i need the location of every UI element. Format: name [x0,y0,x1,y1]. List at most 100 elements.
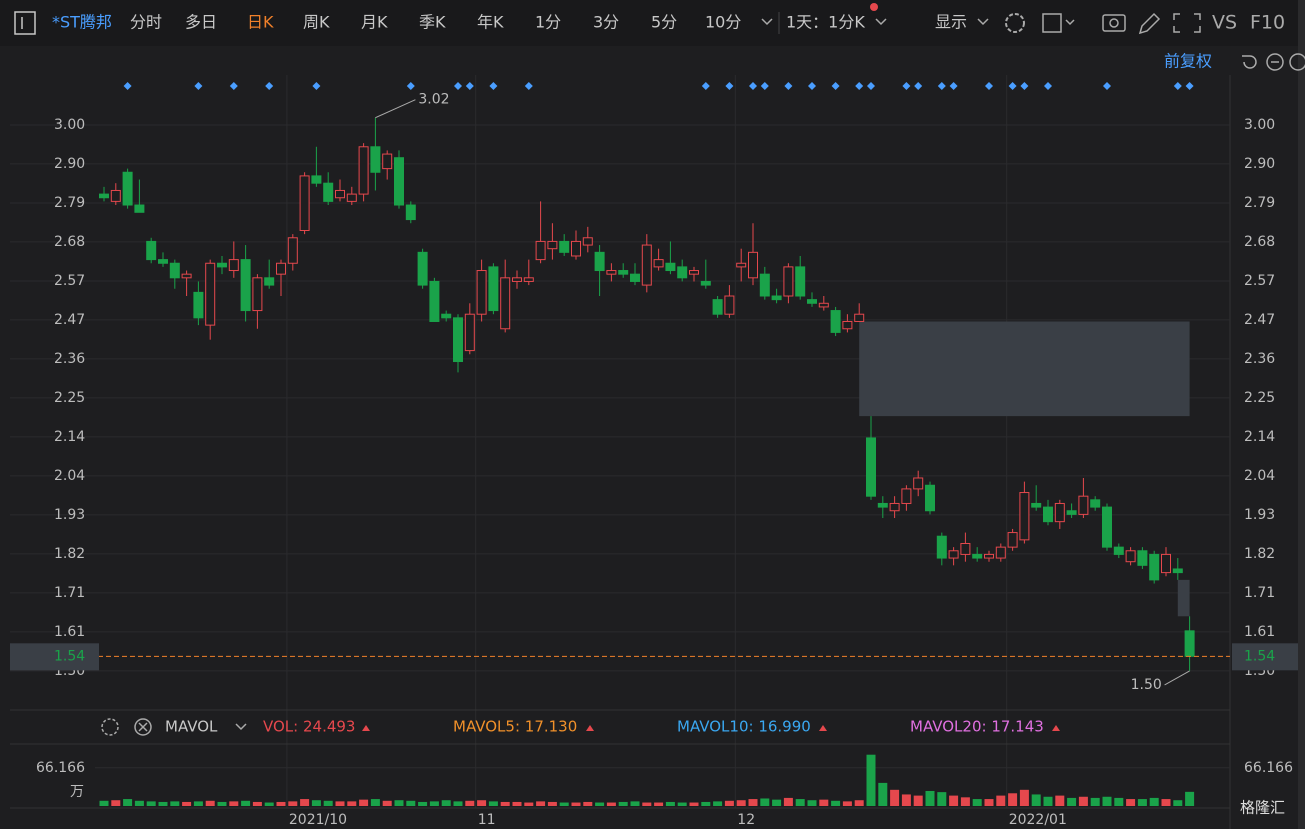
tab[interactable]: 1分 [535,13,561,32]
volume-bar [595,802,605,806]
volume-bar [1173,800,1183,806]
volume-bar [370,799,380,806]
display-menu[interactable]: 显示 [935,13,967,32]
last-price-box [10,643,99,671]
dropdown-arrow[interactable] [977,18,989,26]
candle-body [1066,510,1077,515]
candle-body [877,502,888,508]
volume-bar [111,800,121,806]
volume-bar [654,802,664,806]
candle-body [441,313,452,319]
candle-body [559,240,570,253]
volume-bar [854,800,864,806]
volume-bar [1008,793,1018,806]
sidebar-toggle[interactable] [14,11,36,35]
ma10-legend: MAVOL10: 16.990 [677,718,811,736]
dropdown-arrow[interactable] [875,18,887,26]
volume-bar [1149,797,1159,806]
event-marker [312,82,321,90]
tab[interactable]: 5分 [651,13,677,32]
candle-body [1019,492,1030,541]
volume-bar [996,795,1006,806]
annotation: 3.02 [418,92,449,108]
draw-icon[interactable] [1138,12,1161,35]
tab[interactable]: 月K [361,13,388,32]
volume-bar [323,800,333,806]
candle-body [641,244,652,286]
vs-button[interactable]: VS [1212,12,1237,34]
volume-bar [170,801,180,806]
candle-body [972,553,983,559]
volume-bar [760,798,770,806]
candle-body [228,259,239,272]
tab[interactable]: 10分 [705,13,741,32]
tab[interactable]: 多日 [185,13,217,32]
tab[interactable]: 3分 [593,13,619,32]
y-tick-label: 2.04 [54,468,85,484]
reset-icon[interactable] [1242,55,1257,69]
candle-body [984,553,994,559]
camera-icon[interactable] [1102,14,1126,32]
settings-icon[interactable] [1005,13,1025,33]
tab[interactable]: 季K [419,13,446,32]
volume-bar [618,801,628,806]
fullscreen-icon[interactable] [1173,13,1201,33]
volume-bar [606,802,616,806]
y-tick-label: 3.00 [1244,117,1275,133]
candle-body [453,317,463,363]
volume-bar [288,801,298,806]
volume-bar [229,801,239,806]
volume-bar [665,801,675,806]
x-tick-label: 12 [737,812,755,828]
indicator-settings[interactable] [101,718,119,736]
dropdown-arrow[interactable] [235,723,247,731]
x-tick-label: 2022/01 [1009,812,1067,828]
zoom-out[interactable] [1266,53,1284,71]
candle-body [1043,506,1053,523]
candle-body [1125,550,1136,563]
tab[interactable]: 分时 [130,13,162,32]
volume-bar [1078,796,1088,806]
volume-bar [1137,799,1147,806]
layout-icon[interactable] [1042,13,1062,33]
up-triangle [1052,725,1060,731]
volume-bar [819,799,829,806]
y-tick-label: 2.57 [1244,273,1275,289]
volume-bar [276,801,286,806]
up-triangle [362,725,370,731]
tab-active[interactable]: 日K [247,13,274,32]
y-tick-label: 1.61 [54,624,85,640]
volume-bar [134,800,144,806]
period-select[interactable]: 1天：1分K [786,13,865,32]
candle-body [653,259,664,268]
volume-bar [949,795,959,806]
adjust-select[interactable]: 前复权 [1164,52,1212,71]
indicator-close[interactable] [134,718,152,736]
candle-body [866,437,876,497]
candle-body [417,251,428,286]
event-marker [465,82,474,90]
tab[interactable]: 年K [477,13,504,32]
y-tick-label: 1.71 [1244,585,1275,601]
candle-body [240,259,251,312]
zoom-in[interactable] [1289,53,1305,71]
f10-button[interactable]: F10 [1250,12,1285,34]
logo: 格隆汇 [1240,799,1285,817]
candle-body [889,502,900,512]
y-tick-label: 1.61 [1244,624,1275,640]
event-marker [784,82,793,90]
candle-body [134,204,145,213]
y-tick-label: 1.82 [1244,546,1275,562]
dropdown-arrow[interactable] [761,18,773,26]
tab[interactable]: 周K [303,13,330,32]
up-triangle [586,725,594,731]
stock-name[interactable]: *ST腾邦 [52,13,112,32]
volume-bar [406,800,416,806]
candle-body [193,291,204,319]
y-tick-label: 3.00 [54,117,85,133]
volume-bar [205,800,215,806]
candle-body [630,273,640,282]
candle-body [405,204,416,221]
candle-body [948,550,959,559]
dropdown-arrow[interactable] [1065,19,1075,26]
